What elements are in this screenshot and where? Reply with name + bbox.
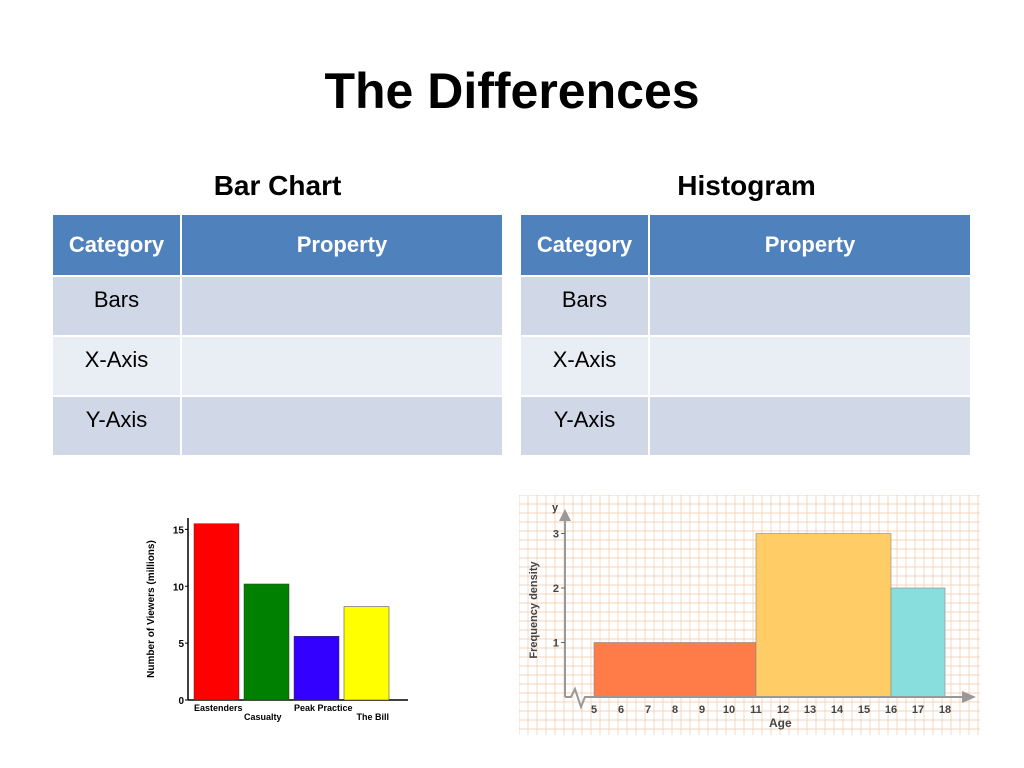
x-tick-label: 11 bbox=[750, 704, 762, 716]
bar bbox=[343, 606, 390, 701]
x-category-label: The Bill bbox=[356, 712, 389, 722]
table-cell bbox=[648, 275, 972, 337]
table-row: Y-Axis bbox=[519, 395, 972, 457]
table-row: X-Axis bbox=[51, 335, 504, 397]
x-tick-label: 15 bbox=[858, 704, 870, 716]
y-axis-letter: y bbox=[552, 502, 559, 514]
table-row: Bars bbox=[519, 275, 972, 337]
histogram-bin bbox=[593, 642, 757, 698]
x-tick-label: 5 bbox=[591, 704, 597, 716]
y-tick-label: 3 bbox=[553, 529, 559, 541]
histogram-table: Category Property Bars X-Axis Y-Axis bbox=[519, 213, 972, 457]
y-tick-label: 10 bbox=[173, 582, 185, 593]
column-header: Category bbox=[51, 213, 182, 277]
table-header-row: Category Property bbox=[51, 213, 504, 277]
x-axis-arrow bbox=[962, 691, 976, 703]
y-tick-label: 1 bbox=[553, 638, 559, 650]
x-tick-label: 13 bbox=[804, 704, 816, 716]
x-axis-line bbox=[565, 686, 964, 710]
column-header: Property bbox=[180, 213, 504, 277]
table-cell: Y-Axis bbox=[51, 395, 182, 457]
table-row: Y-Axis bbox=[51, 395, 504, 457]
histogram-bin bbox=[755, 533, 892, 698]
table-cell bbox=[648, 395, 972, 457]
bar bbox=[293, 636, 340, 701]
x-tick-label: 14 bbox=[831, 704, 844, 716]
y-axis-arrow bbox=[559, 509, 571, 521]
x-category-label: Peak Practice bbox=[294, 703, 353, 713]
x-tick-label: 9 bbox=[699, 704, 705, 716]
table-row: X-Axis bbox=[519, 335, 972, 397]
y-axis-label: Number of Viewers (millions) bbox=[146, 540, 157, 678]
x-tick-label: 10 bbox=[723, 704, 735, 716]
slide-title: The Differences bbox=[324, 63, 700, 119]
y-tick-label: 0 bbox=[178, 696, 184, 707]
x-tick-label: 18 bbox=[939, 704, 951, 716]
column-header: Property bbox=[648, 213, 972, 277]
table-cell bbox=[180, 275, 504, 337]
x-tick-label: 16 bbox=[885, 704, 897, 716]
bar-chart-table: Category Property Bars X-Axis Y-Axis bbox=[51, 213, 504, 457]
bar-chart-heading: Bar Chart bbox=[213, 170, 342, 201]
x-category-label: Eastenders bbox=[194, 703, 243, 713]
bar bbox=[193, 523, 240, 701]
bar bbox=[243, 583, 290, 701]
y-tick-label: 2 bbox=[553, 583, 559, 595]
table-cell: X-Axis bbox=[519, 335, 650, 397]
table-cell bbox=[648, 335, 972, 397]
y-tick-label: 5 bbox=[178, 639, 184, 650]
x-tick-label: 6 bbox=[618, 704, 624, 716]
x-tick-label: 7 bbox=[645, 704, 651, 716]
x-tick-label: 12 bbox=[777, 704, 789, 716]
table-header-row: Category Property bbox=[519, 213, 972, 277]
y-tick-label: 15 bbox=[173, 525, 185, 536]
column-header: Category bbox=[519, 213, 650, 277]
table-row: Bars bbox=[51, 275, 504, 337]
table-cell: Y-Axis bbox=[519, 395, 650, 457]
x-tick-label: 8 bbox=[672, 704, 678, 716]
table-cell bbox=[180, 335, 504, 397]
x-category-label: Casualty bbox=[244, 712, 282, 722]
x-axis-label: Age bbox=[769, 716, 792, 730]
y-axis-label: Frequency density bbox=[528, 561, 540, 659]
table-cell: Bars bbox=[51, 275, 182, 337]
table-cell: Bars bbox=[519, 275, 650, 337]
table-cell bbox=[180, 395, 504, 457]
x-tick-label: 17 bbox=[912, 704, 924, 716]
histogram-heading: Histogram bbox=[677, 170, 816, 201]
histogram-bin bbox=[890, 587, 946, 698]
table-cell: X-Axis bbox=[51, 335, 182, 397]
